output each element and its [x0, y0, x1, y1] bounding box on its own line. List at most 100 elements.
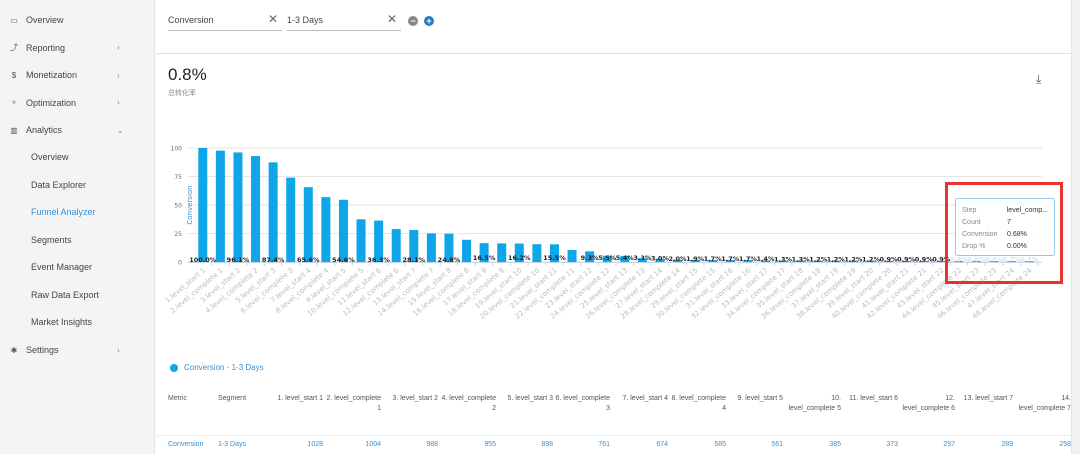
bar: [567, 250, 577, 262]
bar: [409, 229, 419, 262]
bar: [989, 261, 999, 262]
sidebar-item-sub-market-insights[interactable]: Market Insights: [0, 310, 155, 334]
sidebar-item-label: Overview: [26, 15, 64, 25]
sidebar-item-label: Overview: [31, 152, 69, 162]
sidebar-item-label: Segments: [31, 234, 72, 245]
scrollbar[interactable]: [1071, 0, 1080, 454]
metric-filter[interactable]: Conversion ✕: [168, 9, 282, 31]
column-header[interactable]: Segment: [218, 395, 247, 402]
data-label: 24.8%: [438, 256, 461, 264]
bar: [1007, 261, 1017, 262]
y-axis-label: Conversion: [186, 185, 194, 224]
data-label: 65.6%: [297, 256, 320, 264]
bar: [391, 229, 401, 262]
y-tick-label: 0: [178, 260, 182, 267]
data-label: 0.9%: [880, 255, 899, 263]
segment-filter[interactable]: 1-3 Days ✕: [287, 9, 401, 31]
column-header[interactable]: 4. level_complete 2: [441, 395, 496, 412]
sidebar-item-sub-raw-data-export[interactable]: Raw Data Export: [0, 283, 155, 307]
chevron-icon: ›: [117, 70, 120, 80]
column-header[interactable]: Metric: [168, 395, 188, 402]
data-label: 87.4%: [262, 256, 285, 264]
sidebar-item-optimization[interactable]: ♆ Optimization ›: [0, 91, 155, 115]
column-header[interactable]: 6. level_complete 3: [555, 395, 610, 412]
bar: [497, 243, 507, 262]
bar: [198, 148, 208, 262]
remove-segment-button[interactable]: −: [408, 16, 418, 26]
sidebar-item-overview[interactable]: ▭ Overview: [0, 8, 155, 32]
sidebar-item-sub-segments[interactable]: Segments: [0, 228, 155, 252]
row-divider: [156, 435, 1080, 436]
table-cell: 385: [829, 441, 841, 448]
sidebar-item-monetization[interactable]: $ Monetization ›: [0, 63, 155, 87]
column-header[interactable]: 10. level_complete 5: [788, 395, 841, 412]
chart-legend[interactable]: Conversion - 1-3 Days: [170, 363, 264, 372]
table-cell: 585: [714, 441, 726, 448]
sidebar-item-analytics[interactable]: ▥ Analytics ⌄: [0, 118, 155, 142]
tooltip-key: Count: [962, 218, 981, 226]
sidebar-item-sub-overview[interactable]: Overview: [0, 145, 155, 169]
table-cell: 258: [1059, 441, 1071, 448]
sidebar-item-label: Raw Data Export: [31, 289, 100, 300]
table-cell[interactable]: 1-3 Days: [218, 441, 247, 448]
add-segment-button[interactable]: +: [424, 16, 434, 26]
bar: [971, 261, 981, 262]
bar-chart-icon: ▥: [10, 125, 18, 135]
data-label: 2.0%: [669, 255, 688, 263]
bar: [866, 260, 876, 262]
data-label: 0.7%: [1020, 256, 1039, 264]
bar: [778, 260, 788, 262]
table-cell[interactable]: Conversion: [168, 441, 204, 448]
column-header[interactable]: 2. level_complete 1: [326, 395, 381, 412]
sidebar-item-label: Optimization: [26, 97, 77, 108]
metric-filter-value: Conversion: [168, 15, 214, 25]
data-label: 54.6%: [332, 256, 355, 264]
chevron-icon: ›: [117, 345, 120, 355]
table-cell: 297: [943, 441, 955, 448]
column-header[interactable]: 9. level_start 5: [737, 395, 783, 402]
sidebar-item-reporting[interactable]: ⤴ Reporting ›: [0, 36, 155, 60]
clear-metric-icon[interactable]: ✕: [267, 12, 278, 26]
bar: [268, 162, 278, 262]
column-header[interactable]: 7. level_start 4: [622, 395, 668, 402]
column-header[interactable]: 8. level_complete 4: [671, 395, 726, 412]
bar: [796, 260, 806, 262]
bar: [303, 187, 313, 262]
sidebar-item-sub-event-manager[interactable]: Event Manager: [0, 255, 155, 279]
clear-segment-icon[interactable]: ✕: [386, 12, 397, 26]
bar: [444, 233, 454, 262]
total-conversion-label: 总转化率: [168, 90, 196, 97]
data-label: 15.5%: [543, 254, 566, 262]
column-header[interactable]: 3. level_start 2: [392, 395, 438, 402]
column-header[interactable]: 14. level_complete 7: [1018, 395, 1071, 412]
sidebar-item-settings[interactable]: ✱ Settings ›: [0, 338, 155, 362]
data-label: 3.0%: [651, 254, 670, 262]
column-header[interactable]: 12. level_complete 6: [902, 395, 955, 412]
data-label: 1.3%: [774, 255, 793, 263]
tooltip-row: Step level_comp...: [962, 204, 1048, 216]
download-icon[interactable]: ⤓: [1036, 72, 1042, 86]
bar: [251, 156, 261, 262]
data-label: 0.9%: [897, 255, 916, 263]
tooltip-value: 7: [1007, 218, 1011, 226]
data-label: 0.9%: [915, 255, 934, 263]
table-cell: 289: [1001, 441, 1013, 448]
column-header[interactable]: 13. level_start 7: [963, 395, 1013, 402]
bar: [954, 260, 964, 262]
column-header[interactable]: 5. level_start 3: [507, 395, 553, 402]
column-header[interactable]: 1. level_start 1: [277, 395, 323, 402]
data-label: 0.7%: [1003, 256, 1022, 264]
divider: [156, 53, 1080, 54]
data-label: 16.5%: [473, 254, 496, 262]
data-label: 16.2%: [508, 254, 531, 262]
bar: [743, 260, 753, 262]
table-cell: 674: [656, 441, 668, 448]
bar: [286, 177, 296, 262]
bar: [831, 260, 841, 262]
sidebar-item-sub-funnel-analyzer[interactable]: Funnel Analyzer: [0, 200, 155, 224]
bar: [338, 199, 348, 262]
column-header[interactable]: 11. level_start 6: [849, 395, 898, 402]
sidebar-item-sub-data-explorer[interactable]: Data Explorer: [0, 173, 155, 197]
bar: [848, 260, 858, 262]
